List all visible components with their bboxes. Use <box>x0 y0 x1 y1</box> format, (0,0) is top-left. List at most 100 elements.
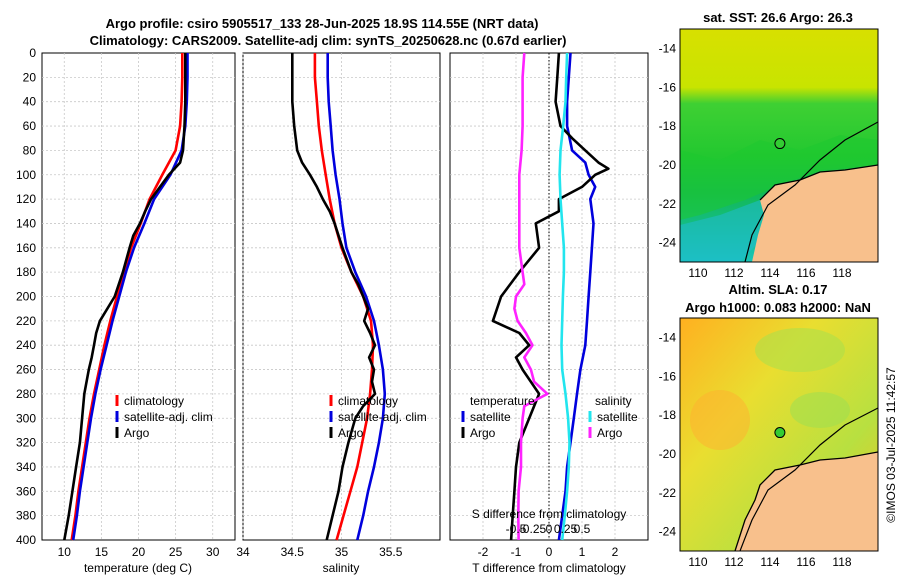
series-temperature-argo <box>491 52 610 541</box>
salinity-difference-xticks: -0.5-0.25 0 0.250.5 <box>506 522 591 536</box>
xtick-label: 2 <box>612 545 619 559</box>
s-xtick-label: 0 <box>546 522 553 536</box>
xtick-label: 25 <box>169 545 183 559</box>
legend-climatology: climatology <box>124 394 184 408</box>
ytick-label: 20 <box>23 70 37 84</box>
ytick-label: 300 <box>16 411 36 425</box>
salinity-profile-panel: 34 34.5 35 35.5 salinity climatology satell… <box>236 52 441 575</box>
salinity-series <box>290 53 387 541</box>
legend-s-argo: Argo <box>597 426 623 440</box>
xtick-label: -1 <box>511 545 522 559</box>
map-xtick-label: 110 <box>688 266 707 280</box>
xtick-label: 10 <box>58 545 72 559</box>
ytick-label: 60 <box>23 119 37 133</box>
s-difference-label: S difference from climatology <box>472 507 627 521</box>
map-ytick-label: -16 <box>659 80 677 94</box>
sst-cool-patch <box>680 200 770 262</box>
map-xtick-label: 114 <box>760 555 779 569</box>
map-ytick-label: -24 <box>659 236 677 250</box>
map-ytick-label: -14 <box>659 41 677 55</box>
ytick-label: 380 <box>16 509 36 523</box>
s-xtick-label: -0.5 <box>506 522 527 536</box>
map-ytick-label: -20 <box>659 447 677 461</box>
map-xtick-label: 116 <box>796 266 815 280</box>
map-xtick-label: 112 <box>724 266 743 280</box>
ytick-label: 320 <box>16 436 36 450</box>
temperature-grid <box>42 53 235 540</box>
title-line-1: Argo profile: csiro 5905517_133 28-Jun-2… <box>106 16 539 31</box>
sla-green-patch <box>755 328 845 372</box>
ytick-label: 40 <box>23 95 37 109</box>
sst-land <box>752 165 878 262</box>
xtick-label: 35.5 <box>379 545 403 559</box>
sla-orange-patch <box>690 390 750 450</box>
sla-map-frame <box>679 317 879 552</box>
map-ytick-label: -18 <box>659 119 677 133</box>
difference-series <box>491 52 610 541</box>
ytick-label: 360 <box>16 484 36 498</box>
temperature-xticks: 10 15 20 25 30 <box>58 545 220 559</box>
sst-warm-band <box>680 135 878 220</box>
sla-map-subtitle: Argo h1000: 0.083 h2000: NaN <box>685 300 871 315</box>
ytick-label: 340 <box>16 460 36 474</box>
legend-satellite: satellite-adj. clim <box>124 410 213 424</box>
xtick-label: 34 <box>236 545 250 559</box>
sst-argo-float-marker <box>774 138 786 150</box>
s-xtick-label: -0.25 <box>519 522 547 536</box>
ytick-label: 200 <box>16 290 36 304</box>
xtick-label: -2 <box>478 545 489 559</box>
salinity-grid <box>242 53 440 540</box>
map-xtick-label: 114 <box>760 266 779 280</box>
legend-salinity-title: salinity <box>595 394 632 408</box>
salinity-xticks: 34 34.5 35 35.5 <box>236 545 402 559</box>
sla-map-title: Altim. SLA: 0.17 <box>729 282 828 297</box>
legend-temperature-title: temperature <box>470 394 535 408</box>
temperature-profile-panel: 10 15 20 25 30 0 20 40 60 80 100 120 140 160 180 200 22… <box>16 46 236 575</box>
sst-map-panel: sat. SST: 26.6 Argo: 26.3 110 112 114 116 11… <box>659 10 879 280</box>
map-xtick-label: 118 <box>832 555 851 569</box>
salinity-xlabel: salinity <box>323 561 360 575</box>
sla-argo-float-marker <box>774 427 786 439</box>
ytick-label: 0 <box>29 46 36 60</box>
ytick-label: 120 <box>16 192 36 206</box>
title-line-2: Climatology: CARS2009. Satellite-adj cli… <box>90 33 567 48</box>
xtick-label: 1 <box>579 545 586 559</box>
legend-argo: Argo <box>124 426 150 440</box>
series-climatology <box>70 53 184 541</box>
sst-coastline <box>759 164 878 201</box>
sst-map-frame <box>679 28 879 263</box>
legend-argo: Argo <box>338 426 364 440</box>
series-salinity-satellite <box>558 52 571 541</box>
salinity-legend: climatology satellite-adj. clim Argo <box>329 394 427 440</box>
imos-timestamp: ©IMOS 03-Jul-2025 11:42:57 <box>884 367 898 523</box>
legend-t-argo: Argo <box>470 426 496 440</box>
map-xtick-label: 110 <box>688 555 707 569</box>
map-xtick-label: 112 <box>724 555 743 569</box>
s-xtick-label: 0.5 <box>574 522 591 536</box>
ytick-label: 100 <box>16 168 36 182</box>
legend-s-satellite: satellite <box>597 410 638 424</box>
map-ytick-label: -14 <box>659 330 677 344</box>
ytick-label: 180 <box>16 265 36 279</box>
sla-green-patch-2 <box>790 392 850 428</box>
xtick-label: 15 <box>95 545 109 559</box>
ytick-label: 260 <box>16 363 36 377</box>
temperature-legend: climatology satellite-adj. clim Argo <box>115 394 213 440</box>
ytick-label: 280 <box>16 387 36 401</box>
sla-xticks: 110 112 114 116 118 <box>688 555 851 569</box>
s-xtick-label: 0.25 <box>554 522 578 536</box>
temperature-series <box>63 53 189 541</box>
temperature-xlabel: temperature (deg C) <box>84 561 192 575</box>
xtick-label: 35 <box>335 545 349 559</box>
sst-xticks: 110 112 114 116 118 <box>688 266 851 280</box>
series-argo <box>290 53 377 541</box>
ytick-label: 240 <box>16 338 36 352</box>
ytick-label: 400 <box>16 533 36 547</box>
sst-yticks: -14 -16 -18 -20 -22 -24 <box>659 41 677 249</box>
ytick-label: 220 <box>16 314 36 328</box>
ytick-label: 140 <box>16 216 36 230</box>
sla-isobath <box>739 407 878 551</box>
map-xtick-label: 118 <box>832 266 851 280</box>
series-argo <box>63 53 187 541</box>
